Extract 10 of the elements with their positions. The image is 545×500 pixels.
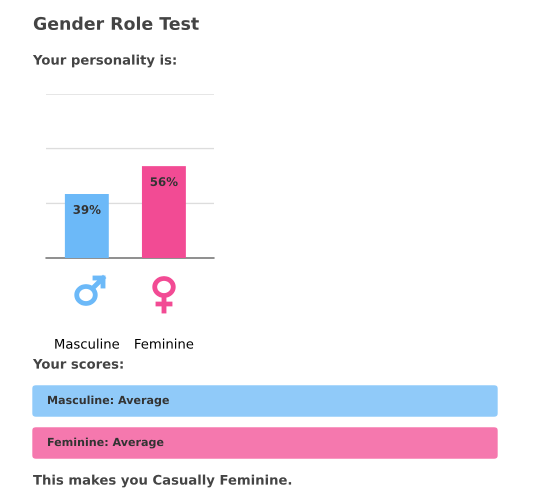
chart-title: Gender Role Test (34, 16, 199, 30)
data-label: 56% (150, 177, 178, 186)
x-tick-label: Feminine (135, 338, 194, 349)
data-label: 39% (74, 205, 101, 214)
text: This makes you Casually Feminine. (33, 474, 292, 488)
x-tick-label: Masculine (55, 338, 120, 349)
chart-subtitle: Your personality is: (32, 54, 176, 68)
text: Masculine: Average (48, 396, 169, 406)
text: Your scores: (32, 359, 123, 369)
text: Feminine: Average (48, 438, 164, 448)
